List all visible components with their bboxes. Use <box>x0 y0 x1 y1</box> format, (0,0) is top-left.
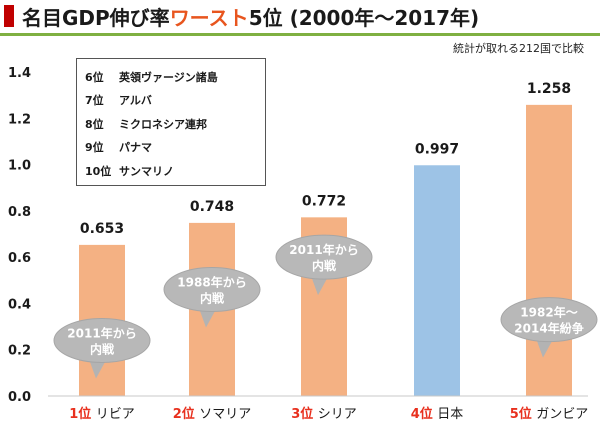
annotation-text: 1982年～ <box>520 305 577 320</box>
legend-country: アルバ <box>119 94 152 108</box>
annotation-bubble <box>163 267 261 313</box>
annotation-text: 内戦 <box>200 291 225 306</box>
category-label: 3位 シリア <box>291 406 357 422</box>
category-rank: 4位 <box>411 406 438 422</box>
y-tick-label: 1.0 <box>8 159 31 174</box>
y-tick-label: 0.8 <box>8 205 31 220</box>
legend-country: 英領ヴァージン諸島 <box>119 70 218 84</box>
legend-rank: 8位 <box>85 117 104 131</box>
category-label: 2位 ソマリア <box>173 406 252 422</box>
bar-value-label: 0.997 <box>415 141 459 157</box>
chart-title: 名目GDP伸び率ワースト5位 (2000年～2017年) <box>22 2 479 31</box>
y-tick-label: 1.2 <box>8 112 31 127</box>
category-country: ソマリア <box>199 407 251 422</box>
annotation-bubble <box>53 317 151 363</box>
annotation-bubble <box>275 234 373 280</box>
y-tick-label: 0.6 <box>8 251 31 266</box>
annotation-text: 1988年から <box>177 275 246 290</box>
bar-value-label: 0.748 <box>190 199 234 215</box>
category-country: リビア <box>96 407 135 422</box>
legend-row: 7位 アルバ <box>85 89 265 113</box>
y-tick-label: 1.4 <box>8 66 31 81</box>
category-label: 5位 ガンビア <box>510 406 589 422</box>
title-bar: 名目GDP伸び率ワースト5位 (2000年～2017年) <box>0 0 600 32</box>
legend-row: 6位 英領ヴァージン諸島 <box>85 65 265 89</box>
category-country: 日本 <box>437 407 463 422</box>
category-country: ガンビア <box>536 407 588 422</box>
legend-row: 9位 パナマ <box>85 136 265 160</box>
category-rank: 2位 <box>173 406 200 422</box>
chart-title-part3: 5位 (2000年～2017年) <box>248 5 480 30</box>
legend-country: サンマリノ <box>119 164 174 178</box>
annotation-text: 内戦 <box>90 341 115 356</box>
category-label: 1位 リビア <box>69 406 135 422</box>
legend-country: パナマ <box>119 141 152 155</box>
legend-box-other-ranks: 6位 英領ヴァージン諸島 7位 アルバ 8位 ミクロネシア連邦 9位 パナマ 1… <box>76 58 266 186</box>
annotation-text: 2014年紛争 <box>514 321 583 336</box>
bar <box>414 165 460 396</box>
bar <box>526 104 572 396</box>
legend-rank: 10位 <box>85 164 112 178</box>
legend-country: ミクロネシア連邦 <box>119 117 207 131</box>
y-tick-label: 0.2 <box>8 344 31 359</box>
annotation-text: 内戦 <box>312 258 337 273</box>
legend-rank: 6位 <box>85 70 104 84</box>
category-country: シリア <box>318 407 357 422</box>
bar-value-label: 1.258 <box>527 81 571 97</box>
category-rank: 3位 <box>291 406 318 422</box>
category-label: 4位 日本 <box>411 406 464 422</box>
title-rule <box>0 33 600 36</box>
title-marker <box>4 5 14 27</box>
annotation-text: 2011年から <box>289 242 358 257</box>
chart-title-accent: ワースト <box>169 5 249 30</box>
chart-title-part1: 名目GDP伸び率 <box>22 5 170 30</box>
statistics-note: 統計が取れる212国で比較 <box>453 42 584 55</box>
legend-row: 8位 ミクロネシア連邦 <box>85 112 265 136</box>
bar-value-label: 0.653 <box>80 221 124 237</box>
y-tick-label: 0.4 <box>8 297 31 312</box>
annotation-text: 2011年から <box>67 325 136 340</box>
legend-rank: 9位 <box>85 141 104 155</box>
annotation-bubble <box>500 297 598 343</box>
legend-row: 10位 サンマリノ <box>85 159 265 183</box>
category-rank: 1位 <box>69 406 96 422</box>
category-rank: 5位 <box>510 406 537 422</box>
y-tick-label: 0.0 <box>8 390 31 405</box>
legend-rank: 7位 <box>85 94 104 108</box>
bar-value-label: 0.772 <box>302 193 346 209</box>
